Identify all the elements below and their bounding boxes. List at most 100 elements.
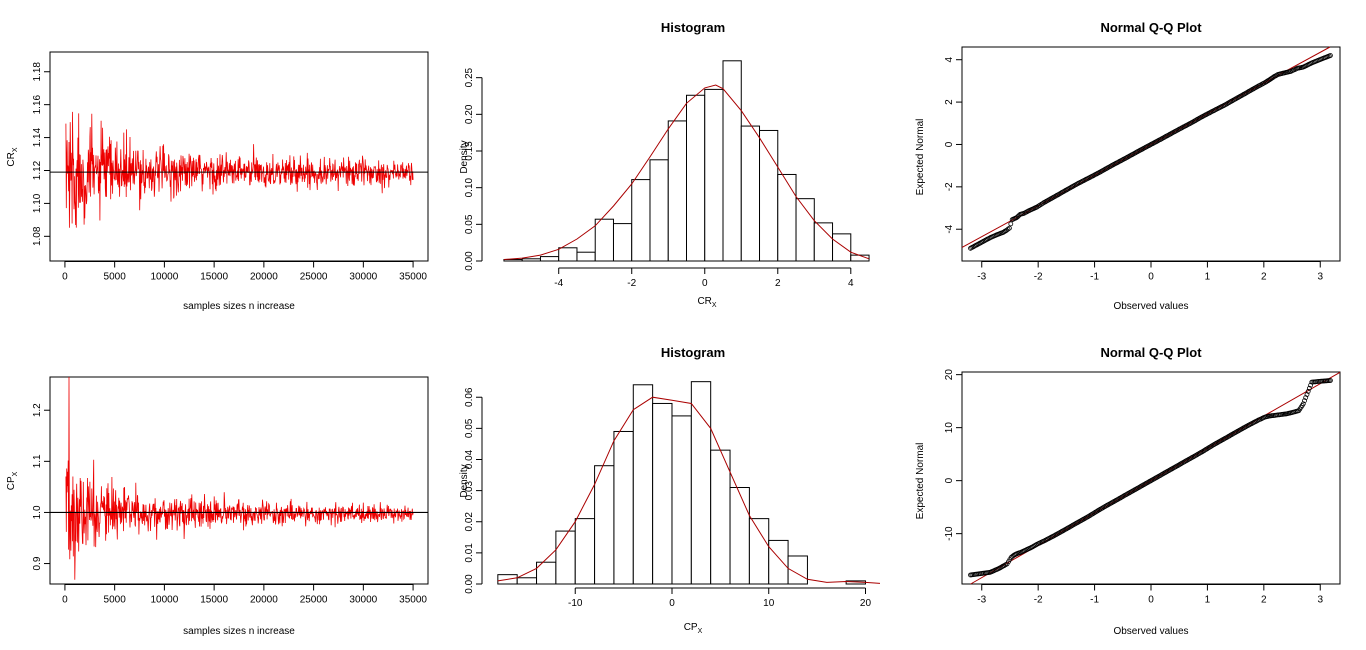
- chart-title: Histogram: [661, 20, 725, 35]
- histogram-bar: [813, 222, 834, 262]
- qq-point: [1304, 392, 1310, 397]
- y-axis-label: CPX: [6, 471, 19, 490]
- histogram-bar: [759, 129, 779, 262]
- x-tick-label: -2: [627, 278, 636, 289]
- density-line: [497, 396, 881, 584]
- x-tick-label: 30000: [349, 272, 377, 283]
- x-tick-label: -2: [1034, 272, 1043, 283]
- x-tick-label: 0: [62, 272, 68, 283]
- y-tick-label: 0.01: [464, 543, 475, 563]
- x-tick-label: 0: [62, 595, 68, 606]
- x-tick-label: -1: [1090, 595, 1099, 606]
- histogram-bar: [777, 173, 797, 262]
- x-tick-label: 25000: [300, 272, 328, 283]
- x-axis-label: samples sizes n increase: [183, 626, 295, 637]
- trace-series: [65, 111, 414, 228]
- qq-point: [1305, 388, 1311, 394]
- y-tick-label: 0.05: [464, 418, 475, 438]
- y-tick-label: 0.00: [464, 251, 475, 271]
- y-tick-label: 0: [944, 141, 955, 147]
- histogram-bar: [612, 223, 633, 262]
- histogram-bar: [539, 256, 560, 262]
- qq-point: [1008, 221, 1014, 227]
- y-tick-label: -2: [944, 182, 955, 191]
- x-tick-label: 25000: [300, 595, 328, 606]
- x-tick-label: 10000: [150, 272, 178, 283]
- y-tick-label: 10: [944, 422, 955, 434]
- chart-title: Histogram: [661, 345, 725, 360]
- histogram-bar: [704, 88, 724, 262]
- histogram-bars: [503, 60, 870, 262]
- y-tick-label: 1.14: [32, 127, 43, 147]
- x-tick-label: -10: [568, 598, 583, 609]
- qq-points: [968, 378, 1333, 578]
- histogram-bar: [710, 449, 731, 585]
- plot-frame: [49, 376, 429, 585]
- histogram-bar: [576, 251, 596, 262]
- plot-frame: [961, 46, 1341, 262]
- qq-point: [1270, 75, 1276, 80]
- y-tick-label: 1.10: [32, 193, 43, 213]
- histogram-bar: [768, 539, 789, 585]
- qq-point: [1328, 53, 1333, 58]
- x-tick-label: 4: [848, 278, 854, 289]
- y-tick-label: 0.15: [464, 141, 475, 161]
- x-tick-label: 10: [763, 598, 775, 609]
- x-tick-label: 20000: [250, 272, 278, 283]
- histogram-bar: [686, 94, 706, 262]
- histogram-bar: [740, 125, 761, 262]
- x-tick-label: 15000: [200, 595, 228, 606]
- density-curve: [497, 396, 881, 584]
- x-tick-label: 1: [1205, 272, 1211, 283]
- y-axis-label: Density: [459, 464, 470, 497]
- y-tick-label: 0: [944, 477, 955, 483]
- histogram-bar: [594, 465, 615, 585]
- y-tick-label: 0.20: [464, 104, 475, 124]
- x-tick-label: -4: [554, 278, 563, 289]
- y-tick-label: 0.00: [464, 574, 475, 594]
- chart-title: Normal Q-Q Plot: [1100, 20, 1202, 35]
- series-line: [65, 111, 414, 228]
- histogram-bar: [613, 430, 634, 585]
- y-tick-label: 0.9: [32, 556, 43, 570]
- y-axis-label: Expected Normal: [915, 119, 926, 196]
- y-tick-label: 1.16: [32, 94, 43, 114]
- panel-qq-cr: -3 -2 -1 0 1 2 3 -4 -2 0 2 4 Normal Q-Q Plot Observ…: [915, 20, 1341, 312]
- x-tick-label: 35000: [399, 595, 427, 606]
- qq-point: [1016, 212, 1022, 218]
- x-tick-label: 0: [702, 278, 708, 289]
- histogram-bar: [748, 518, 770, 585]
- histogram-bar: [521, 258, 541, 262]
- x-tick-label: 2: [1261, 595, 1267, 606]
- y-tick-label: 0.04: [464, 449, 475, 469]
- qq-point: [1308, 382, 1313, 388]
- y-tick-label: 20: [944, 369, 955, 381]
- histogram-bar: [649, 159, 669, 262]
- qq-point: [1007, 225, 1012, 231]
- histogram-bars: [497, 381, 866, 585]
- histogram-bar: [632, 384, 654, 585]
- histogram-bar: [722, 60, 742, 262]
- x-axis-label: Observed values: [1113, 301, 1188, 312]
- histogram-bar: [652, 402, 673, 585]
- density-curve: [503, 84, 870, 260]
- histogram-bar: [729, 487, 750, 585]
- y-tick-label: 1.18: [32, 62, 43, 82]
- y-tick-label: 0.06: [464, 387, 475, 407]
- x-tick-label: 3: [1317, 595, 1323, 606]
- density-line: [503, 84, 870, 260]
- histogram-bar: [690, 381, 712, 585]
- y-tick-label: -4: [944, 224, 955, 233]
- y-tick-label: 0.25: [464, 67, 475, 87]
- x-tick-label: -3: [977, 595, 986, 606]
- panel-trace-cp: 0 5000 10000 15000 20000 25000 30000 35000 0.9 1.…: [6, 376, 429, 637]
- x-tick-label: 0: [1148, 595, 1154, 606]
- histogram-bar: [671, 415, 692, 585]
- x-axis-label: Observed values: [1113, 626, 1188, 637]
- x-tick-label: -2: [1034, 595, 1043, 606]
- panel-histogram-cr: -4 -2 0 2 4 0.00 0.05 0.10 0.15 0.20 0.25 Histogra…: [459, 20, 870, 309]
- histogram-bar: [574, 518, 596, 585]
- x-tick-label: 0: [669, 598, 675, 609]
